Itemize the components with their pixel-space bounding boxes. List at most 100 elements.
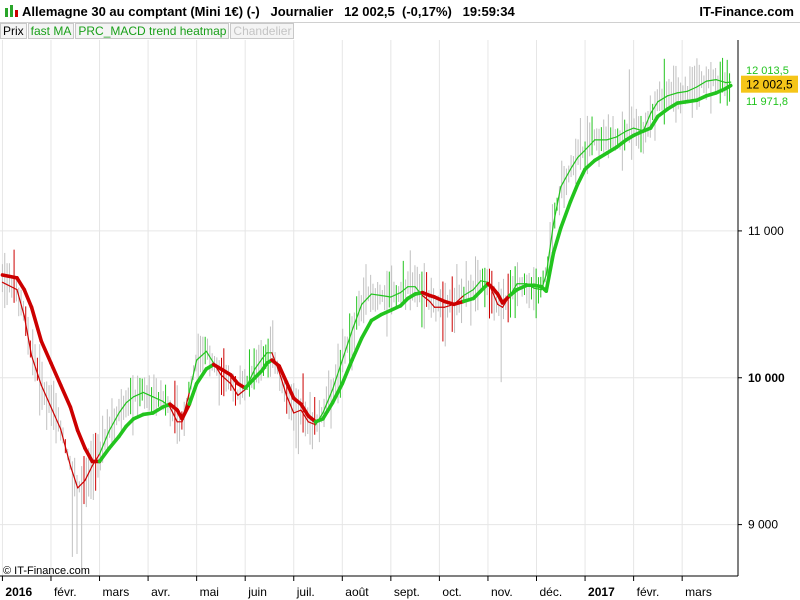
y-tick-label: 9 000 bbox=[748, 518, 778, 532]
y-tick-label: 11 000 bbox=[748, 224, 784, 238]
fast-ma-line bbox=[300, 409, 309, 423]
x-tick-label: 2017 bbox=[588, 585, 615, 599]
fast-ma-line bbox=[351, 303, 363, 332]
fast-ma-line bbox=[533, 287, 542, 291]
copyright-label: © IT-Finance.com bbox=[3, 565, 90, 577]
trend-ma-line bbox=[614, 138, 629, 149]
fast-ma-line bbox=[40, 384, 52, 408]
fast-ma-line bbox=[254, 358, 263, 370]
x-tick-label: févr. bbox=[54, 585, 77, 599]
fast-ma-line bbox=[380, 294, 392, 298]
ma-value-label: 11 971,8 bbox=[746, 96, 788, 108]
title-bar: Allemagne 30 au comptant (Mini 1€) (-) J… bbox=[0, 0, 800, 23]
trend-ma-line bbox=[22, 287, 34, 310]
trend-ma-line bbox=[29, 305, 44, 343]
fast-ma-line bbox=[77, 479, 86, 489]
trend-ma-line bbox=[575, 167, 587, 186]
fast-ma-line bbox=[472, 280, 482, 291]
trend-ma-line bbox=[107, 434, 121, 451]
trend-ma-line bbox=[592, 151, 609, 163]
x-tick-label: déc. bbox=[540, 585, 563, 599]
moving-averages bbox=[0, 79, 733, 489]
trend-ma-line bbox=[724, 83, 733, 91]
axis-labels: 2016 févr. mars avr. mai juin juil. août sept. oc… bbox=[5, 65, 798, 599]
trend-ma-line bbox=[180, 402, 192, 421]
fast-ma-line bbox=[552, 186, 562, 225]
fast-ma-line bbox=[118, 402, 127, 414]
fast-ma-line bbox=[584, 139, 596, 151]
tab-chandelier[interactable]: Chandelier bbox=[230, 23, 295, 39]
trend-ma-line bbox=[0, 273, 19, 280]
fast-ma-line bbox=[205, 350, 215, 364]
fast-ma-line bbox=[686, 86, 698, 92]
bars-logo-icon bbox=[5, 5, 18, 17]
fast-ma-line bbox=[69, 465, 79, 489]
trend-ma-line bbox=[656, 107, 670, 119]
fast-ma-line bbox=[560, 168, 572, 188]
trend-ma-line bbox=[219, 367, 233, 377]
last-price-label: 12 002,5 bbox=[746, 78, 793, 92]
trend-ma-line bbox=[83, 446, 95, 464]
fast-ma-line bbox=[705, 79, 717, 82]
x-tick-label: oct. bbox=[442, 585, 461, 599]
x-tick-label: juin bbox=[247, 585, 267, 599]
trend-ma-line bbox=[605, 145, 619, 155]
fast-ma-line bbox=[278, 371, 288, 396]
fast-ma-line bbox=[650, 101, 659, 115]
fast-ma-line bbox=[569, 156, 579, 170]
trend-ma-line bbox=[49, 361, 63, 387]
fast-ma-line bbox=[230, 383, 239, 396]
fast-ma-line bbox=[331, 359, 343, 391]
trend-ma-line bbox=[68, 405, 80, 433]
fast-ma-line bbox=[616, 130, 627, 138]
y-tick-label: 10 000 bbox=[748, 371, 785, 385]
fast-ma-line bbox=[188, 359, 198, 394]
fast-ma-line bbox=[220, 374, 232, 385]
fast-ma-line bbox=[399, 286, 409, 294]
last-price-badge bbox=[741, 75, 798, 93]
fast-ma-line bbox=[132, 391, 144, 398]
fast-ma-line bbox=[390, 291, 402, 298]
x-tick-label: mai bbox=[200, 585, 219, 599]
trend-ma-line bbox=[39, 339, 53, 365]
trend-ma-line bbox=[551, 226, 563, 255]
trend-ma-line bbox=[544, 251, 556, 293]
grid bbox=[0, 40, 738, 576]
tab-fast-ma[interactable]: fast MA bbox=[27, 23, 75, 39]
fast-ma-line bbox=[545, 222, 555, 276]
x-tick-label: mars bbox=[685, 585, 712, 599]
fast-ma-line bbox=[625, 127, 635, 132]
fast-ma-line bbox=[370, 293, 382, 297]
fast-ma-line bbox=[108, 412, 120, 432]
x-tick-label: juil. bbox=[296, 585, 315, 599]
trend-ma-line bbox=[284, 380, 296, 401]
trend-ma-line bbox=[321, 400, 335, 421]
x-tick-label: avr. bbox=[151, 585, 170, 599]
fast-ma-line bbox=[361, 293, 373, 305]
fast-ma-line bbox=[341, 330, 353, 361]
trend-ma-line bbox=[568, 182, 580, 204]
fast-ma-line bbox=[577, 149, 586, 159]
tab-macd-trend-heatmap[interactable]: PRC_MACD trend heatmap bbox=[75, 23, 230, 39]
fast-ma-line bbox=[642, 112, 652, 132]
x-tick-label: mars bbox=[103, 585, 130, 599]
fast-ma-line bbox=[261, 352, 268, 360]
trend-ma-line bbox=[350, 336, 364, 362]
fast-ma-line bbox=[125, 396, 135, 404]
fast-ma-line bbox=[30, 355, 42, 386]
fast-ma-line bbox=[237, 388, 246, 396]
fast-ma-line bbox=[50, 406, 62, 430]
fast-ma-line bbox=[696, 80, 708, 88]
brand-label: IT-Finance.com bbox=[699, 4, 794, 19]
fast-ma-line bbox=[676, 90, 688, 94]
trend-ma-line bbox=[187, 381, 199, 406]
trend-ma-line bbox=[359, 318, 374, 340]
trend-ma-line bbox=[97, 446, 112, 464]
tab-prix[interactable]: Prix bbox=[0, 23, 27, 39]
ma-value-label: 12 013,5 bbox=[746, 65, 789, 77]
fast-ma-line bbox=[497, 303, 504, 308]
trend-ma-line bbox=[117, 424, 129, 439]
x-tick-label: sept. bbox=[394, 585, 420, 599]
trend-ma-line bbox=[15, 276, 27, 292]
